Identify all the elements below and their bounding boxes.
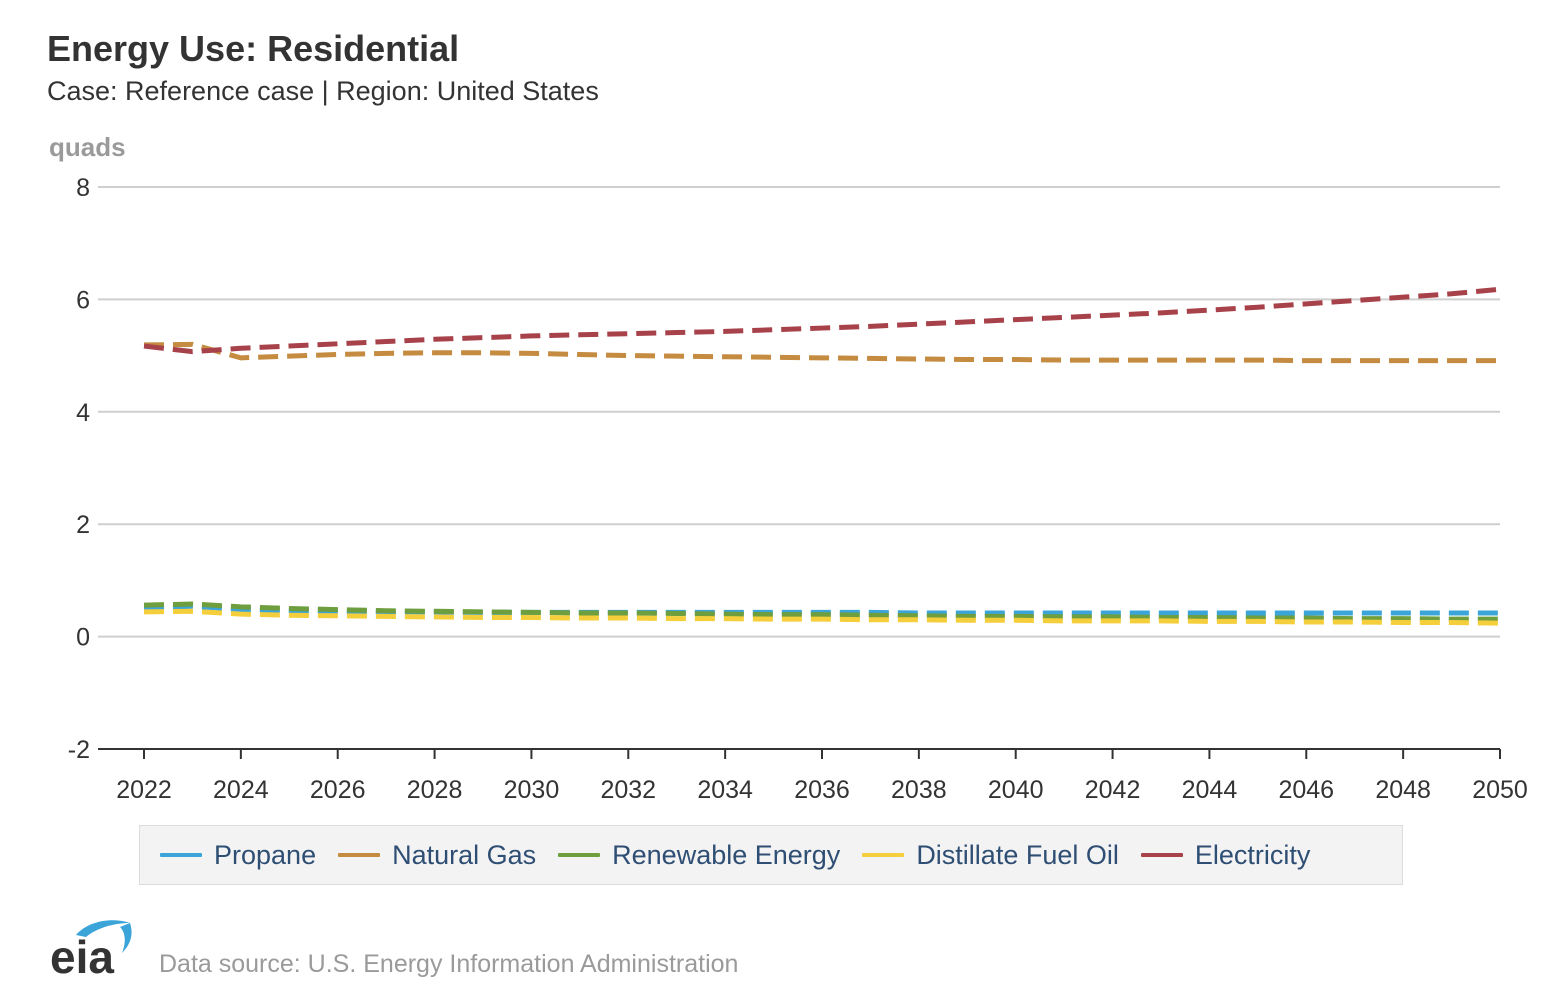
legend-item-electricity[interactable]: Electricity: [1140, 839, 1311, 871]
x-tick-label: 2028: [407, 776, 463, 804]
y-axis-label: quads: [49, 132, 126, 162]
legend-item-propane[interactable]: Propane: [160, 840, 316, 871]
series-line-renewable-energy: [143, 601, 1500, 622]
legend-label: Electricity: [1194, 839, 1311, 870]
x-axis: 2022 2024 2026 2028 2030 2032 2034 2036 2038 2040…: [98, 748, 1528, 804]
legend-item-natural-gas[interactable]: Natural Gas: [338, 840, 536, 871]
x-tick-label: 2034: [697, 776, 753, 804]
chart-subtitle: Case: Reference case | Region: United St…: [47, 76, 599, 106]
legend-swatch: [558, 853, 601, 857]
x-tick-label: 2032: [600, 776, 656, 804]
x-tick-label: 2046: [1278, 776, 1334, 804]
y-tick-label: -2: [68, 736, 90, 764]
x-tick-label: 2036: [794, 776, 850, 804]
x-tick-label: 2024: [213, 776, 269, 804]
y-tick-label: 6: [76, 286, 90, 314]
legend-item-distillate-fuel-oil[interactable]: Distillate Fuel Oil: [862, 840, 1119, 871]
gridlines: [98, 186, 1500, 638]
y-tick-label: 2: [76, 511, 90, 539]
data-source: Data source: U.S. Energy Information Adm…: [159, 950, 739, 978]
x-tick-label: 2038: [891, 776, 947, 804]
legend-swatch: [338, 853, 381, 857]
y-axis-ticks: -2 0 2 4 6 8: [68, 174, 90, 764]
legend-item-renewable-energy[interactable]: Renewable Energy: [558, 840, 840, 871]
series-line-distillate-fuel-oil: [143, 608, 1501, 626]
x-tick-label: 2048: [1375, 776, 1431, 804]
x-tick-label: 2044: [1182, 776, 1238, 804]
eia-logo: eia: [50, 920, 132, 977]
y-tick-label: 8: [76, 174, 90, 202]
chart-title: Energy Use: Residential: [47, 28, 460, 69]
legend: Propane Natural Gas Renewable Energy Distil…: [139, 825, 1403, 885]
legend-label: Renewable Energy: [612, 839, 841, 870]
series-lines: [143, 286, 1501, 626]
legend-swatch: [862, 853, 905, 857]
eia-logo-text: eia: [50, 931, 114, 977]
x-tick-label: 2026: [310, 776, 366, 804]
legend-swatch: [1140, 853, 1183, 857]
x-tick-label: 2040: [988, 776, 1044, 804]
x-tick-label: 2030: [504, 776, 560, 804]
legend-label: Propane: [214, 839, 317, 870]
legend-label: Natural Gas: [392, 839, 537, 870]
legend-label: Distillate Fuel Oil: [916, 839, 1119, 870]
x-tick-label: 2042: [1085, 776, 1141, 804]
legend-swatch: [160, 853, 202, 857]
y-tick-label: 4: [76, 399, 90, 427]
x-tick-label: 2022: [116, 776, 172, 804]
series-line-electricity: [143, 286, 1501, 355]
series-line-natural-gas: [143, 341, 1500, 364]
x-tick-label: 2050: [1472, 776, 1528, 804]
y-tick-label: 0: [76, 624, 90, 652]
